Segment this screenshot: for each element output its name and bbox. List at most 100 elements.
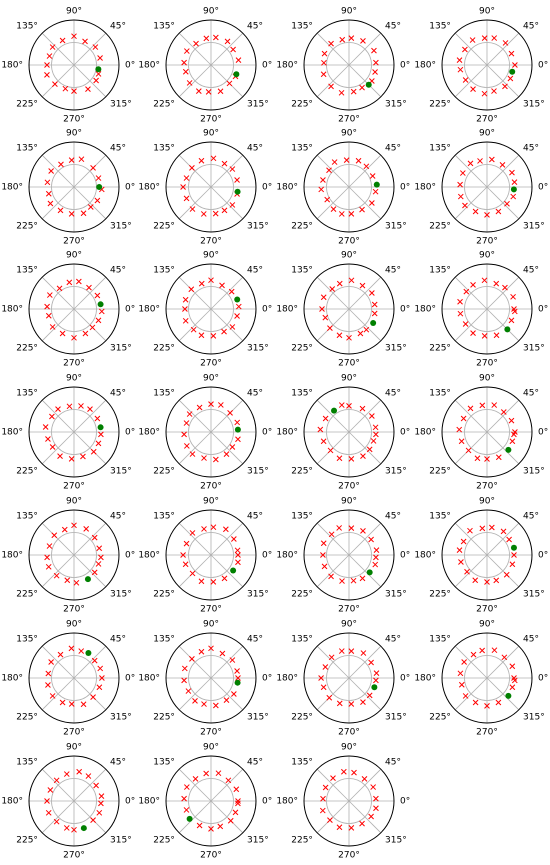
x-marker bbox=[68, 456, 75, 462]
theta-tick-label: 45° bbox=[523, 265, 539, 275]
angular-grid bbox=[486, 64, 520, 98]
x-marker bbox=[457, 181, 463, 188]
x-marker bbox=[370, 438, 377, 444]
theta-tick-label: 135° bbox=[16, 511, 38, 521]
angular-grid bbox=[348, 431, 382, 465]
angular-grid bbox=[41, 677, 75, 711]
x-marker bbox=[221, 160, 228, 167]
x-marker bbox=[318, 675, 324, 681]
x-marker bbox=[83, 526, 90, 532]
x-marker bbox=[182, 296, 189, 303]
angular-grid bbox=[486, 186, 520, 220]
angular-grid bbox=[178, 431, 212, 465]
theta-tick-label: 225° bbox=[291, 836, 313, 846]
x-marker bbox=[59, 37, 66, 44]
x-marker bbox=[63, 825, 70, 831]
theta-tick-label: 270° bbox=[63, 359, 85, 369]
theta-tick-label: 45° bbox=[110, 265, 126, 275]
x-marker bbox=[372, 561, 379, 568]
theta-tick-label: 90° bbox=[479, 129, 495, 139]
x-marker bbox=[328, 654, 335, 661]
polar-plot: 0° 45° 90° 135° 180° 225° 270° 315° bbox=[276, 374, 410, 492]
x-marker bbox=[224, 38, 231, 45]
angular-grid bbox=[316, 186, 350, 220]
theta-tick-label: 315° bbox=[247, 836, 269, 846]
polar-frame bbox=[28, 386, 120, 478]
x-marker bbox=[339, 578, 345, 584]
angular-grid bbox=[454, 64, 488, 98]
x-marker bbox=[348, 35, 355, 41]
dot-marker bbox=[234, 426, 241, 433]
x-marker bbox=[469, 37, 476, 43]
polar-plot: 0° 45° 90° 135° 180° 225° 270° 315° bbox=[1, 251, 135, 369]
x-marker bbox=[507, 75, 514, 82]
theta-tick-label: 90° bbox=[479, 620, 495, 630]
dot-marker bbox=[373, 181, 380, 188]
x-marker bbox=[457, 670, 464, 677]
angular-grid bbox=[73, 645, 107, 679]
angular-grid bbox=[178, 522, 212, 556]
x-marker bbox=[318, 186, 325, 193]
polar-frame bbox=[165, 263, 257, 355]
x-marker bbox=[219, 650, 226, 657]
angular-grid bbox=[178, 645, 212, 679]
angular-grid bbox=[486, 645, 520, 679]
x-marker bbox=[491, 647, 498, 654]
x-marker bbox=[208, 826, 214, 832]
angular-grid bbox=[178, 64, 212, 98]
x-marker bbox=[472, 577, 479, 584]
x-marker bbox=[457, 193, 464, 200]
angular-grid bbox=[73, 677, 107, 711]
theta-tick-label: 270° bbox=[200, 851, 222, 861]
x-marker bbox=[373, 554, 379, 561]
x-marker bbox=[99, 675, 105, 681]
theta-tick-label: 45° bbox=[110, 21, 126, 31]
theta-tick-label: 90° bbox=[66, 129, 82, 139]
x-marker bbox=[369, 413, 375, 419]
x-marker bbox=[328, 531, 335, 538]
x-marker bbox=[49, 693, 56, 699]
x-marker bbox=[488, 156, 495, 163]
x-marker bbox=[462, 77, 469, 83]
x-marker bbox=[198, 578, 205, 585]
angular-grid bbox=[210, 554, 244, 588]
theta-tick-label: 225° bbox=[429, 222, 451, 232]
x-marker bbox=[327, 447, 334, 454]
theta-tick-label: 315° bbox=[110, 467, 132, 477]
x-marker bbox=[201, 526, 207, 532]
x-marker bbox=[502, 40, 509, 46]
theta-tick-label: 0° bbox=[400, 305, 410, 315]
x-marker bbox=[49, 413, 55, 420]
polar-frame bbox=[441, 263, 533, 355]
x-marker bbox=[93, 77, 99, 84]
theta-tick-label: 315° bbox=[385, 344, 407, 354]
theta-tick-label: 180° bbox=[138, 797, 160, 807]
theta-tick-label: 315° bbox=[523, 344, 545, 354]
x-marker bbox=[320, 795, 326, 802]
theta-tick-label: 45° bbox=[523, 388, 539, 398]
x-marker bbox=[181, 665, 188, 672]
theta-tick-label: 0° bbox=[538, 428, 548, 438]
polar-frame bbox=[165, 509, 257, 601]
x-marker bbox=[183, 784, 190, 790]
angular-grid bbox=[73, 154, 107, 188]
theta-tick-label: 90° bbox=[479, 497, 495, 507]
x-marker bbox=[51, 532, 58, 539]
angular-grid bbox=[73, 800, 107, 834]
x-marker bbox=[183, 175, 190, 181]
angular-grid bbox=[41, 186, 75, 220]
angular-grid bbox=[73, 768, 107, 802]
angular-grid bbox=[210, 154, 244, 188]
x-marker bbox=[212, 702, 219, 709]
x-marker bbox=[208, 401, 214, 407]
x-marker bbox=[336, 525, 343, 531]
theta-tick-label: 180° bbox=[276, 428, 298, 438]
theta-tick-label: 0° bbox=[262, 797, 272, 807]
theta-tick-label: 315° bbox=[110, 344, 132, 354]
theta-tick-label: 225° bbox=[16, 344, 38, 354]
theta-tick-label: 315° bbox=[110, 836, 132, 846]
x-marker bbox=[462, 693, 469, 699]
theta-tick-label: 45° bbox=[385, 388, 401, 398]
theta-tick-label: 180° bbox=[1, 797, 23, 807]
x-marker bbox=[229, 657, 236, 663]
